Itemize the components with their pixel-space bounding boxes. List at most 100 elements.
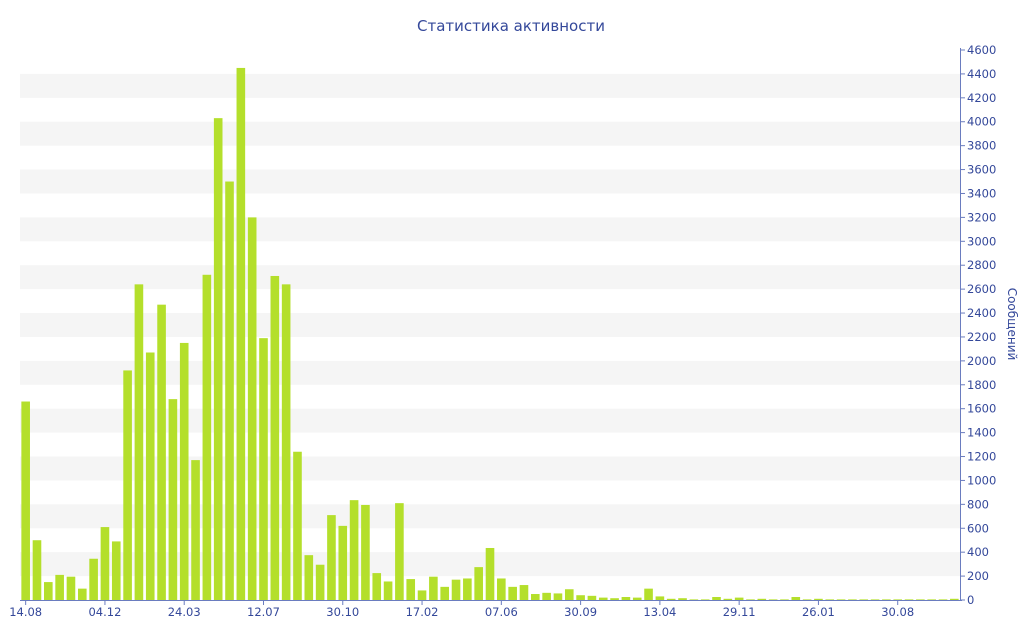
bar: [644, 588, 653, 600]
bar: [304, 555, 314, 600]
bar: [904, 599, 914, 600]
bar: [553, 593, 563, 600]
y-tick-label: 200: [967, 569, 989, 583]
bar: [383, 581, 393, 600]
y-tick-label: 4600: [967, 43, 996, 57]
bar: [485, 547, 495, 600]
bar: [100, 527, 110, 600]
bar: [293, 451, 302, 600]
bar: [780, 599, 789, 600]
bar: [417, 590, 427, 600]
bar: [123, 370, 132, 600]
bar: [531, 594, 540, 600]
x-tick-label: 30.09: [564, 605, 597, 619]
bar: [814, 598, 823, 600]
bar: [349, 500, 359, 600]
bar: [406, 579, 416, 600]
x-tick-label: 29.11: [723, 605, 756, 619]
y-tick-label: 2600: [967, 282, 996, 296]
bar: [950, 598, 959, 600]
bar: [519, 585, 529, 600]
y-tick-label: 600: [967, 521, 989, 535]
bar: [145, 352, 155, 600]
grid-band: [20, 169, 960, 194]
bar: [361, 504, 370, 600]
bar: [712, 597, 721, 600]
bar: [179, 342, 189, 600]
y-tick-label: 1200: [967, 450, 996, 464]
bar: [564, 589, 574, 600]
x-axis-ticks: 14.08 04.12 24.03 12.07 30.10 17.02 07.06 30.09…: [9, 600, 914, 619]
bar: [202, 274, 212, 600]
bar: [870, 599, 880, 600]
bar: [859, 599, 869, 600]
bar: [542, 592, 551, 600]
y-tick-label: 3000: [967, 234, 996, 248]
bar: [757, 598, 767, 600]
x-tick-label: 14.08: [9, 605, 42, 619]
bar: [44, 582, 53, 600]
bar: [916, 599, 925, 600]
bar: [791, 597, 801, 600]
grid-band: [20, 265, 960, 290]
bar: [927, 599, 936, 600]
bar: [111, 541, 121, 600]
bar: [836, 599, 846, 600]
bar: [700, 599, 710, 600]
x-tick-label: 07.06: [485, 605, 518, 619]
bar: [315, 564, 325, 600]
y-tick-label: 4000: [967, 115, 996, 129]
y-tick-label: 2200: [967, 330, 996, 344]
bar: [893, 599, 903, 600]
bar: [281, 284, 291, 600]
bar: [825, 599, 835, 600]
y-tick-label: 3400: [967, 186, 996, 200]
bar: [463, 578, 472, 600]
bar: [587, 595, 597, 600]
grid-band: [20, 73, 960, 98]
bar: [55, 574, 64, 600]
bar: [734, 597, 744, 600]
bar: [689, 599, 699, 600]
bar: [655, 596, 665, 600]
bar: [157, 304, 166, 600]
bar: [440, 586, 450, 600]
bar: [429, 576, 438, 600]
chart-title: Статистика активности: [417, 17, 605, 35]
y-tick-label: 4400: [967, 67, 996, 81]
bar: [77, 588, 87, 600]
bar: [270, 275, 280, 600]
y-tick-label: 1800: [967, 378, 996, 392]
bar: [168, 399, 178, 600]
bar: [372, 573, 382, 600]
y-tick-label: 2400: [967, 306, 996, 320]
y-tick-label: 0: [967, 593, 974, 607]
bar: [497, 578, 506, 600]
x-tick-label: 04.12: [88, 605, 121, 619]
bar-series: [21, 67, 959, 601]
bar: [723, 598, 733, 600]
x-tick-label: 12.07: [247, 605, 280, 619]
bar: [508, 586, 517, 600]
y-tick-label: 800: [967, 497, 989, 511]
bar: [768, 599, 778, 600]
axes: [20, 48, 962, 601]
x-tick-label: 30.10: [326, 605, 359, 619]
bar: [338, 525, 348, 600]
bar: [802, 599, 812, 600]
y-tick-label: 2000: [967, 354, 996, 368]
grid-band: [20, 217, 960, 242]
bar: [66, 576, 76, 600]
bar: [678, 598, 687, 600]
bar: [32, 540, 42, 600]
bar: [598, 597, 608, 600]
bar: [395, 503, 404, 600]
bar: [848, 599, 857, 600]
grid-band: [20, 121, 960, 146]
x-tick-label: 26.01: [802, 605, 835, 619]
bar: [474, 567, 483, 600]
bar: [191, 460, 200, 600]
x-tick-label: 24.03: [168, 605, 201, 619]
